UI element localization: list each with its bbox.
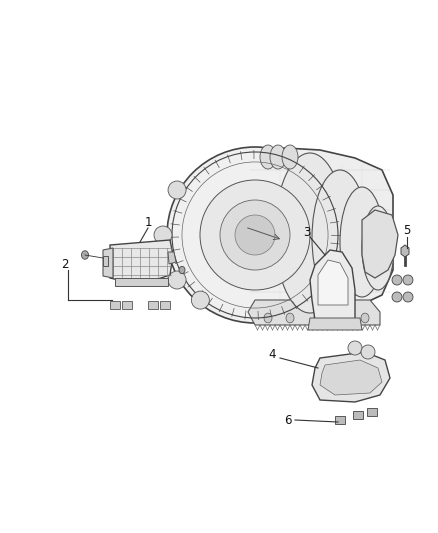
Ellipse shape [403,275,413,285]
Circle shape [179,266,185,273]
Polygon shape [248,300,380,325]
Polygon shape [312,352,390,402]
Ellipse shape [362,206,394,290]
Ellipse shape [191,291,209,309]
Text: 2: 2 [61,259,69,271]
Text: 1: 1 [144,215,152,229]
Ellipse shape [392,292,402,302]
Polygon shape [320,360,382,395]
Polygon shape [308,318,362,330]
Ellipse shape [220,200,290,270]
Ellipse shape [168,181,186,199]
Text: 3: 3 [303,225,311,238]
Ellipse shape [167,147,343,323]
Polygon shape [103,256,108,266]
Polygon shape [248,148,393,315]
Polygon shape [110,240,173,285]
Ellipse shape [403,292,413,302]
Ellipse shape [168,271,186,289]
FancyBboxPatch shape [110,301,120,309]
FancyBboxPatch shape [160,301,170,309]
Text: 6: 6 [284,414,292,426]
Circle shape [341,313,349,323]
Ellipse shape [275,153,345,313]
FancyBboxPatch shape [122,301,132,309]
Ellipse shape [392,275,402,285]
FancyBboxPatch shape [335,416,345,424]
Text: 4: 4 [268,349,276,361]
Ellipse shape [270,145,286,169]
Ellipse shape [200,180,310,290]
Polygon shape [310,250,355,320]
Polygon shape [168,252,176,264]
Ellipse shape [282,145,298,169]
Circle shape [314,313,322,323]
Circle shape [286,313,294,323]
FancyBboxPatch shape [367,408,377,416]
FancyBboxPatch shape [353,411,363,419]
Polygon shape [362,210,398,278]
Circle shape [361,313,369,323]
Polygon shape [401,245,409,257]
Circle shape [264,313,272,323]
FancyBboxPatch shape [148,301,158,309]
Ellipse shape [312,170,368,306]
Text: 5: 5 [403,223,411,237]
Ellipse shape [154,226,172,244]
Ellipse shape [348,341,362,355]
Ellipse shape [235,215,275,255]
Ellipse shape [361,345,375,359]
Circle shape [81,251,88,259]
Polygon shape [103,248,113,278]
Ellipse shape [260,145,276,169]
Polygon shape [115,278,168,286]
Polygon shape [318,260,348,305]
Ellipse shape [340,187,384,297]
